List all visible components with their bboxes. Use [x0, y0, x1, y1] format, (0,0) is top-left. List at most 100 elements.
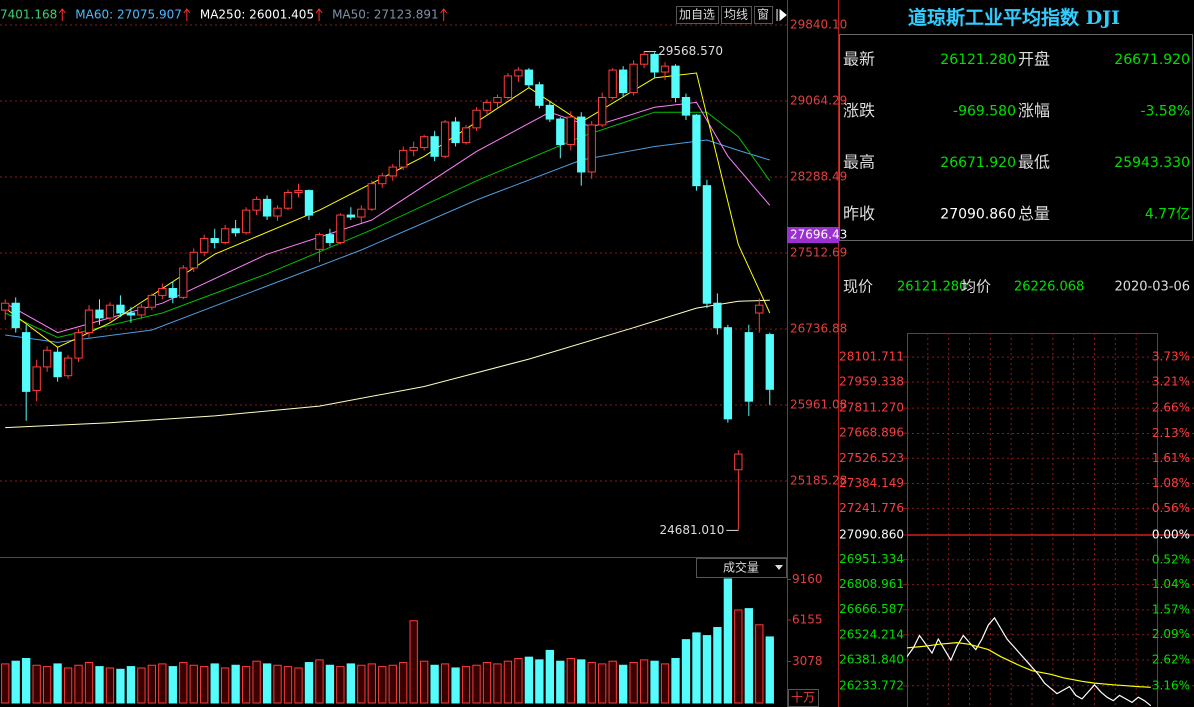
candle-body	[189, 251, 198, 269]
candle-body	[461, 127, 471, 144]
candle-body	[210, 238, 219, 243]
candle-body	[84, 309, 94, 334]
candle-body	[765, 334, 774, 390]
candle-body	[273, 207, 282, 217]
extreme-label: 24681.010	[659, 523, 724, 537]
cursor-marker-label: 27696.43	[790, 227, 847, 241]
volume-bar	[629, 662, 638, 704]
volume-bar	[430, 664, 439, 704]
info-label: 昨收	[843, 204, 875, 223]
candle-body	[430, 136, 439, 157]
y-tick-label: 26524.214	[839, 627, 904, 641]
info-value: 4.77亿	[1145, 207, 1190, 223]
volume-bar	[409, 620, 418, 704]
volume-bar	[524, 656, 534, 704]
y-tick-label: 6155	[792, 613, 823, 627]
y-tick-label: 27526.523	[839, 451, 904, 465]
y-tick-label: 26951.334	[839, 552, 904, 566]
y-tick-label: 27668.896	[839, 426, 904, 440]
candles	[1, 51, 774, 531]
volume-bar	[378, 666, 387, 704]
volume-bar	[252, 660, 261, 704]
candle-body	[346, 214, 356, 218]
volume-bar	[650, 660, 659, 704]
y2-tick-label: 3.73%	[1152, 350, 1190, 364]
quote-item: 均价	[961, 278, 991, 296]
ma-label: MA250: 26001.405	[200, 8, 314, 22]
quote-item: 26121.280	[897, 280, 967, 295]
toolbar-button[interactable]: 窗	[757, 8, 769, 22]
volume-bar	[639, 659, 649, 704]
volume-bar	[179, 662, 188, 704]
candle-body	[472, 109, 481, 129]
y2-tick-label: 2.13%	[1152, 426, 1190, 440]
toolbar-button[interactable]: 加自选	[679, 8, 715, 22]
dropdown-arrow[interactable]	[775, 565, 783, 570]
y-tick-label: 26736.88	[790, 322, 847, 336]
volume-bar	[95, 666, 104, 704]
y-tick-label: 3078	[792, 654, 823, 668]
volume-bar	[63, 667, 73, 704]
candle-body	[367, 183, 376, 210]
candle-body	[22, 332, 31, 392]
candle-body	[105, 304, 115, 319]
extreme-label: 29568.570	[658, 44, 723, 58]
info-label: 涨跌	[843, 101, 875, 120]
volume-bar	[22, 658, 31, 704]
candle-body	[241, 209, 251, 234]
candle-body	[692, 114, 701, 187]
volume-bar	[577, 659, 586, 704]
volume-bar	[440, 663, 450, 704]
volume-bar	[367, 663, 376, 704]
volume-bar	[744, 608, 753, 704]
candle-body	[126, 312, 136, 316]
volume-bar	[294, 667, 303, 704]
volume-bar	[168, 666, 177, 704]
volume-bar	[419, 660, 429, 704]
volume-bar	[1, 663, 10, 704]
y-tick-label: 29840.10	[790, 17, 847, 31]
y2-tick-label: 3.16%	[1152, 678, 1190, 692]
candle-body	[158, 288, 167, 296]
ma-line	[5, 139, 770, 343]
candle-body	[325, 234, 335, 243]
volume-bar	[713, 626, 722, 704]
candle-body	[556, 118, 565, 146]
info-value: 27090.860	[940, 207, 1016, 223]
info-label: 最新	[843, 50, 875, 69]
candle-body	[493, 96, 502, 103]
info-value: 26671.920	[1114, 52, 1190, 68]
volume-bar	[221, 667, 230, 704]
volume-bar	[116, 668, 125, 704]
indicator-selector[interactable]	[696, 558, 787, 578]
y-tick-label: 27811.270	[839, 401, 904, 415]
cursor-marker	[787, 226, 839, 243]
y-tick-label: 26808.961	[839, 577, 904, 591]
candle-body	[315, 234, 324, 250]
y-tick-label: 27384.149	[839, 476, 904, 490]
toolbar-button-frame[interactable]	[676, 6, 720, 24]
candle-body	[618, 69, 628, 94]
candle-body	[650, 53, 659, 73]
quote-item: 26226.068	[1014, 280, 1084, 295]
volume-bar	[210, 663, 219, 704]
volume-bar	[556, 660, 565, 704]
toolbar-button-frame[interactable]	[721, 6, 753, 24]
candle-body	[671, 65, 680, 98]
volume-bar	[566, 658, 575, 704]
quote-item: 2020-03-06	[1114, 280, 1190, 295]
y2-tick-label: 0.52%	[1152, 552, 1190, 566]
indicator-selector-label[interactable]: 成交量	[723, 560, 759, 575]
up-arrow	[58, 8, 66, 21]
candle-body	[660, 65, 670, 73]
toolbar-icon[interactable]	[776, 8, 787, 22]
candle-body	[566, 116, 575, 146]
volume-bar	[11, 660, 20, 704]
toolbar-button-frame[interactable]	[754, 6, 774, 24]
volume-bar	[74, 664, 83, 704]
volume-bar	[315, 659, 324, 704]
volume-bar	[346, 663, 356, 704]
toolbar-button[interactable]: 均线	[724, 8, 748, 22]
y2-tick-label: 2.66%	[1152, 401, 1190, 415]
y-tick-label: 28101.711	[839, 349, 904, 363]
